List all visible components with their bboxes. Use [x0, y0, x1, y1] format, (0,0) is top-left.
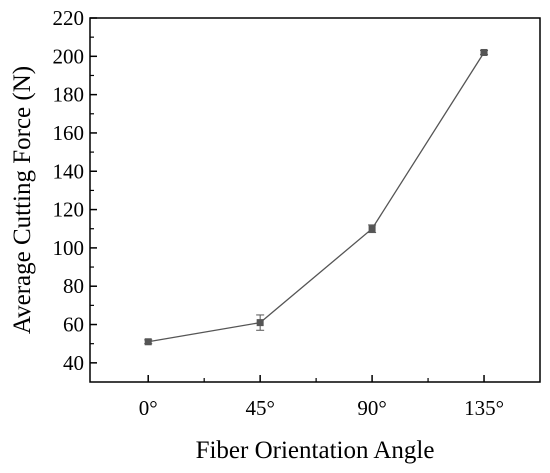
- x-axis: 0° 45° 90° 135°: [139, 375, 504, 420]
- x-axis-title: Fiber Orientation Angle: [196, 437, 435, 464]
- y-tick-label: 60: [63, 313, 84, 337]
- y-tick-label: 100: [53, 236, 85, 260]
- series-line: [148, 52, 485, 343]
- y-tick-label: 40: [63, 351, 84, 375]
- data-point: [256, 319, 264, 327]
- y-tick-label: 200: [53, 44, 85, 68]
- y-tick-label: 160: [53, 121, 85, 145]
- y-tick-label: 120: [53, 198, 85, 222]
- y-tick-label: 140: [53, 159, 85, 183]
- x-tick-label: 0°: [139, 396, 158, 420]
- y-axis-title: Average Cutting Force (N): [9, 66, 36, 334]
- data-point: [480, 48, 488, 56]
- y-tick-label: 80: [63, 274, 84, 298]
- y-tick-label: 220: [53, 6, 85, 30]
- data-series: [144, 48, 489, 346]
- y-axis: 40 60 80 100 120 140 160 180 200 220: [53, 6, 97, 375]
- data-point: [368, 225, 376, 233]
- x-tick-label: 90°: [357, 396, 386, 420]
- y-tick-label: 180: [53, 83, 85, 107]
- x-tick-label: 45°: [245, 396, 274, 420]
- x-tick-label: 135°: [464, 396, 504, 420]
- plot-frame: [89, 17, 541, 383]
- data-point: [144, 338, 152, 346]
